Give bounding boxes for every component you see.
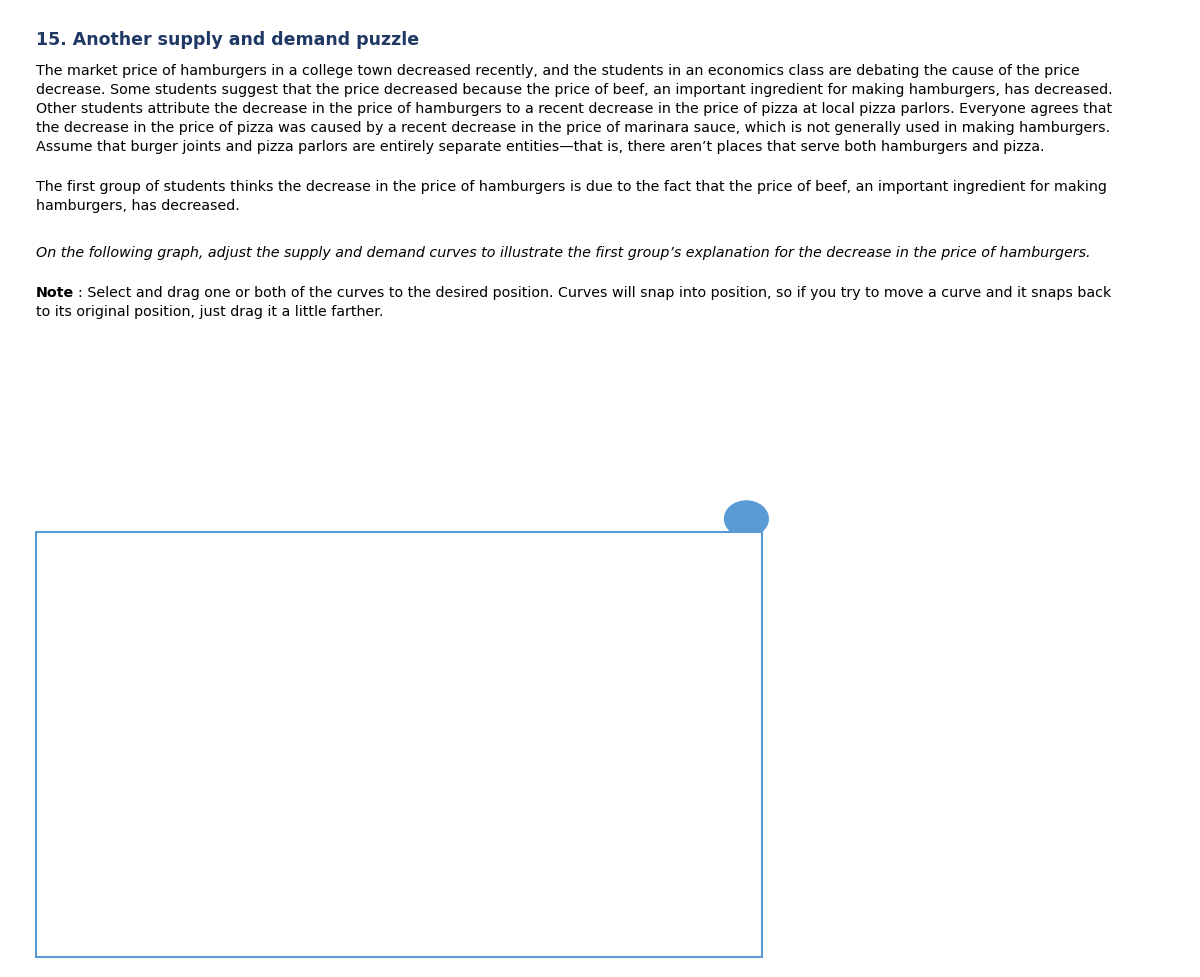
Text: Other students attribute the decrease in the price of hamburgers to a recent dec: Other students attribute the decrease in… <box>36 102 1112 115</box>
Text: On the following graph, adjust the supply and demand curves to illustrate the fi: On the following graph, adjust the suppl… <box>36 246 1091 260</box>
Text: hamburgers, has decreased.: hamburgers, has decreased. <box>36 199 240 213</box>
Text: decrease. Some students suggest that the price decreased because the price of be: decrease. Some students suggest that the… <box>36 82 1112 97</box>
Text: Demand: Demand <box>698 697 760 712</box>
Text: the decrease in the price of pizza was caused by a recent decrease in the price : the decrease in the price of pizza was c… <box>36 120 1110 135</box>
Text: ?: ? <box>742 510 751 528</box>
Text: The market price of hamburgers in a college town decreased recently, and the stu: The market price of hamburgers in a coll… <box>36 64 1080 77</box>
Text: $S_1$: $S_1$ <box>450 610 467 628</box>
Text: Supply: Supply <box>698 776 748 791</box>
Text: to its original position, just drag it a little farther.: to its original position, just drag it a… <box>36 305 383 319</box>
Text: Note: Note <box>36 286 74 300</box>
Text: : Select and drag one or both of the curves to the desired position. Curves will: : Select and drag one or both of the cur… <box>78 286 1111 300</box>
Text: Assume that burger joints and pizza parlors are entirely separate entities—that : Assume that burger joints and pizza parl… <box>36 140 1044 153</box>
Text: The first group of students thinks the decrease in the price of hamburgers is du: The first group of students thinks the d… <box>36 180 1106 194</box>
Circle shape <box>725 501 768 536</box>
X-axis label: QUANTITY (Hamburgers): QUANTITY (Hamburgers) <box>223 929 395 943</box>
Y-axis label: PRICE (Dollars per hamburger): PRICE (Dollars per hamburger) <box>84 648 96 852</box>
Text: 15. Another supply and demand puzzle: 15. Another supply and demand puzzle <box>36 31 419 49</box>
Text: Demand: Demand <box>330 847 389 861</box>
Text: $S_2$: $S_2$ <box>371 610 389 628</box>
